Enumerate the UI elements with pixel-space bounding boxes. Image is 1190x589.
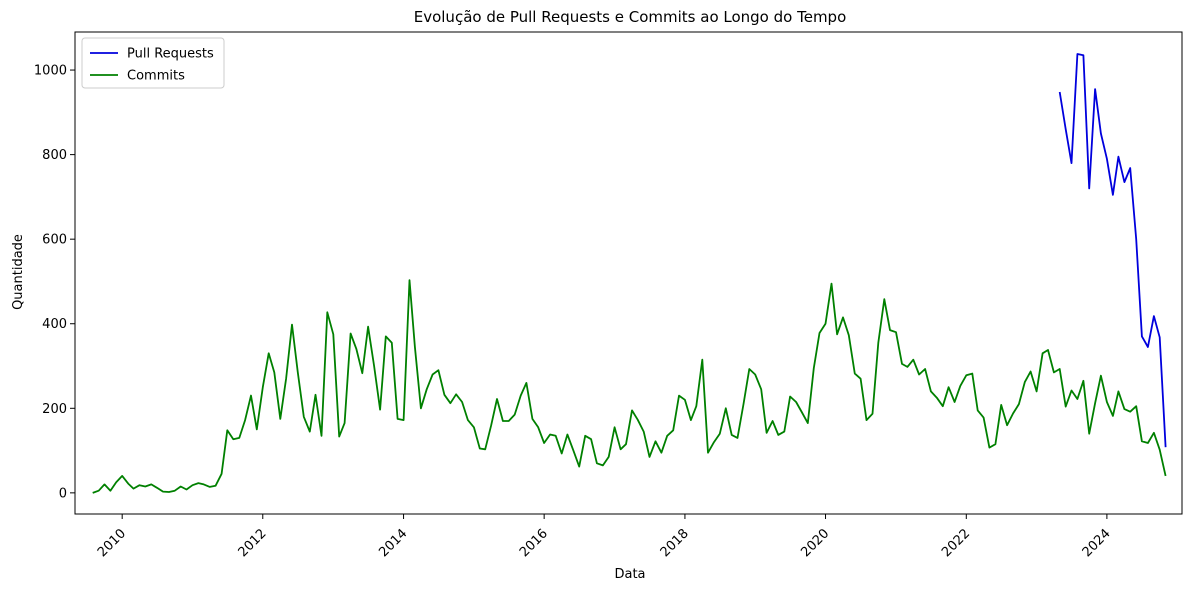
chart-title: Evolução de Pull Requests e Commits ao L… [414, 8, 847, 26]
legend-label: Commits [127, 69, 185, 84]
x-axis-title: Data [614, 567, 645, 582]
y-tick-label: 400 [42, 317, 67, 332]
y-tick-label: 600 [42, 233, 67, 248]
y-tick-label: 0 [59, 486, 67, 501]
plot-frame [74, 31, 1183, 515]
series-line-pull-requests [1058, 53, 1167, 448]
series-line-commits [92, 279, 1167, 494]
y-tick-label: 1000 [34, 64, 67, 79]
legend: Pull Requests Commits [81, 37, 225, 89]
y-tick-label: 200 [42, 402, 67, 417]
y-axis-title: Quantidade [11, 234, 26, 310]
legend-label: Pull Requests [127, 47, 214, 62]
y-tick-label: 800 [42, 148, 67, 163]
